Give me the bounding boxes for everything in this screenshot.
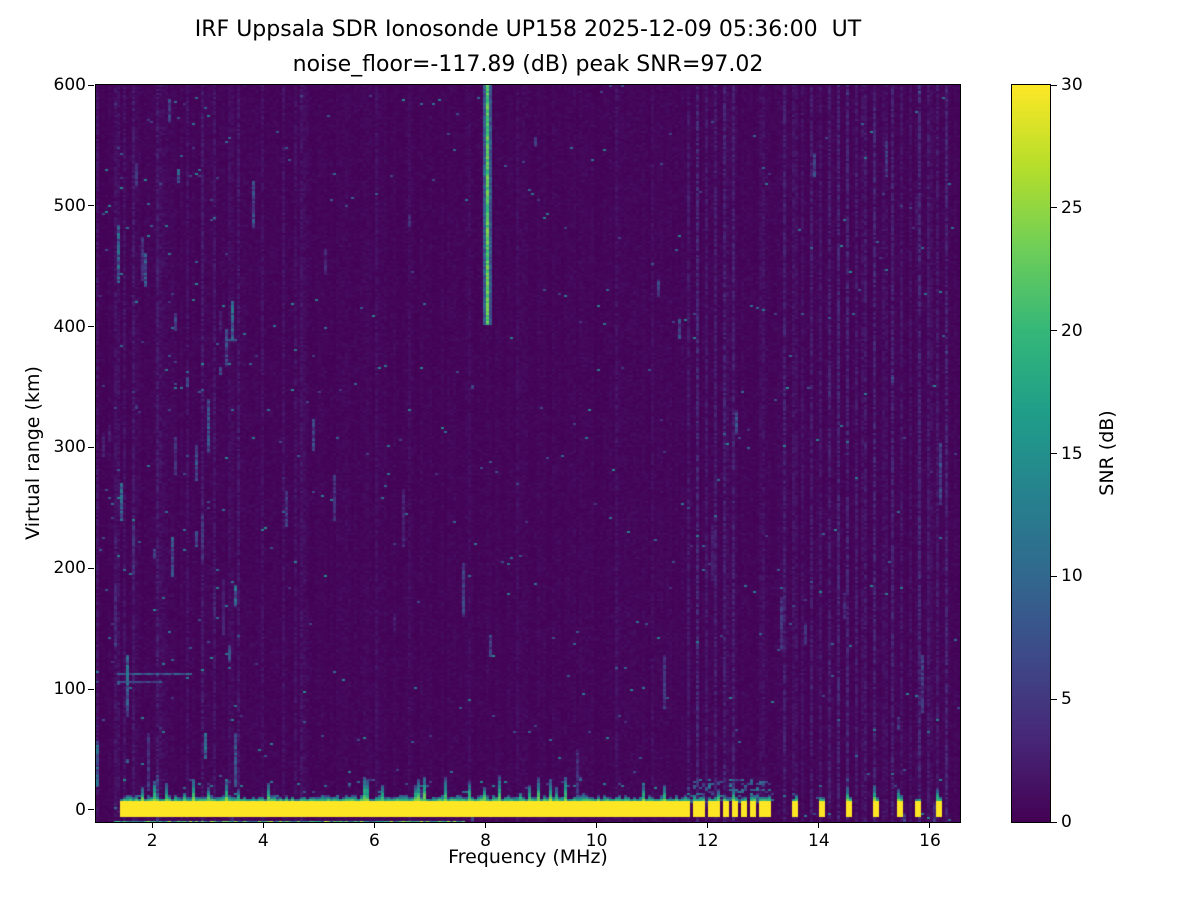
x-tick-mark bbox=[929, 822, 931, 828]
x-tick-label: 2 bbox=[146, 831, 158, 851]
y-tick-label: 0 bbox=[75, 799, 86, 820]
colorbar-tick-label: 5 bbox=[1061, 689, 1072, 710]
x-tick-label: 6 bbox=[368, 831, 380, 851]
colorbar-tick-mark bbox=[1051, 330, 1057, 332]
x-tick-label: 8 bbox=[480, 831, 491, 851]
y-tick-label: 500 bbox=[53, 195, 86, 216]
x-tick-mark bbox=[262, 822, 264, 828]
colorbar-tick-label: 0 bbox=[1061, 812, 1072, 832]
y-tick-label: 200 bbox=[53, 558, 86, 579]
colorbar-gradient-canvas bbox=[1012, 85, 1050, 822]
colorbar-tick-label: 15 bbox=[1061, 443, 1083, 464]
x-tick-label: 4 bbox=[257, 831, 269, 851]
colorbar bbox=[1011, 84, 1051, 823]
colorbar-tick-label: 20 bbox=[1061, 320, 1083, 341]
x-tick-mark bbox=[151, 822, 153, 828]
y-tick-label: 400 bbox=[53, 316, 86, 337]
y-tick-label: 600 bbox=[53, 75, 86, 95]
x-tick-label: 16 bbox=[919, 831, 941, 851]
chart-title-line1: IRF Uppsala SDR Ionosonde UP158 2025-12-… bbox=[194, 17, 862, 42]
colorbar-tick-mark bbox=[1051, 453, 1057, 454]
y-tick-label: 300 bbox=[53, 437, 86, 458]
colorbar-tick-mark bbox=[1051, 84, 1057, 86]
y-tick-label: 100 bbox=[53, 679, 86, 700]
x-tick-mark bbox=[818, 822, 820, 828]
colorbar-label: SNR (dB) bbox=[1096, 410, 1118, 496]
x-tick-label: 14 bbox=[808, 831, 830, 851]
colorbar-tick-mark bbox=[1051, 698, 1057, 700]
colorbar-tick-mark bbox=[1051, 575, 1057, 577]
ionogram-heatmap-canvas bbox=[96, 85, 960, 822]
y-tick-mark bbox=[88, 84, 94, 86]
y-tick-mark bbox=[88, 809, 94, 811]
chart-title-line2: noise_floor=-117.89 (dB) peak SNR=97.02 bbox=[292, 52, 764, 77]
plot-area bbox=[95, 84, 961, 823]
y-tick-mark bbox=[88, 205, 94, 207]
y-tick-mark bbox=[88, 326, 94, 328]
chart-title: IRF Uppsala SDR Ionosonde UP158 2025-12-… bbox=[96, 12, 960, 82]
colorbar-tick-label: 25 bbox=[1061, 197, 1083, 218]
colorbar-tick-label: 10 bbox=[1061, 566, 1083, 587]
x-tick-mark bbox=[596, 822, 598, 828]
colorbar-tick-mark bbox=[1051, 821, 1057, 823]
x-axis-label: Frequency (MHz) bbox=[448, 846, 608, 868]
colorbar-tick-label: 30 bbox=[1061, 75, 1083, 95]
x-tick-label: 12 bbox=[696, 831, 719, 851]
colorbar-tick-mark bbox=[1051, 207, 1057, 209]
x-tick-label: 10 bbox=[585, 831, 608, 851]
y-tick-mark bbox=[88, 446, 94, 448]
x-tick-mark bbox=[484, 822, 486, 828]
y-tick-mark bbox=[88, 688, 94, 690]
y-tick-mark bbox=[88, 567, 94, 569]
x-tick-mark bbox=[373, 822, 375, 828]
x-tick-mark bbox=[707, 822, 709, 828]
